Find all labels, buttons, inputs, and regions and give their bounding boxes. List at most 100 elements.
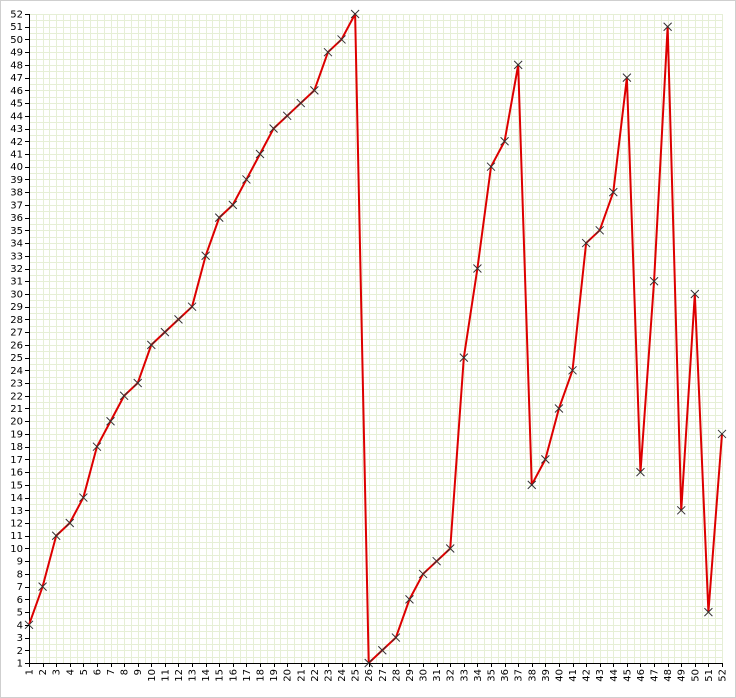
y-tick-label: 20 [10, 417, 23, 428]
y-tick-label: 41 [10, 149, 23, 160]
y-tick-label: 38 [10, 188, 23, 199]
y-tick-label: 44 [10, 111, 23, 122]
data-point-marker [608, 187, 618, 197]
marker-stroke [282, 111, 292, 121]
data-point-marker [595, 225, 605, 235]
marker-stroke [391, 633, 401, 642]
y-tick-label: 48 [10, 60, 23, 71]
x-tick-label: 1 [25, 669, 36, 675]
x-tick-label: 17 [242, 669, 253, 682]
x-tick-label: 49 [677, 669, 688, 682]
data-point-marker [146, 340, 156, 350]
data-point-marker [704, 607, 713, 617]
y-tick-label: 32 [10, 264, 23, 275]
marker-stroke [146, 340, 156, 350]
x-tick-label: 6 [92, 669, 103, 675]
data-point-marker [65, 518, 75, 528]
x-tick-label: 20 [283, 669, 294, 682]
marker-stroke [540, 455, 550, 464]
data-point-marker [337, 35, 346, 44]
x-tick-label: 24 [337, 669, 348, 682]
data-point-marker [282, 111, 292, 121]
y-axis-ticks: 1234567891011121314151617181920212223242… [10, 10, 29, 670]
marker-stroke [704, 607, 713, 617]
data-point-marker [663, 22, 673, 32]
marker-stroke [459, 353, 469, 362]
data-point-marker [622, 73, 632, 82]
y-tick-label: 5 [17, 608, 23, 619]
data-point-marker [391, 633, 401, 642]
y-tick-label: 22 [10, 391, 23, 402]
x-tick-label: 39 [541, 669, 552, 682]
y-tick-label: 2 [17, 646, 23, 657]
y-tick-label: 26 [10, 340, 23, 351]
y-tick-label: 52 [10, 10, 23, 21]
marker-stroke [214, 213, 224, 222]
x-tick-label: 45 [622, 669, 633, 682]
data-point-marker [473, 264, 482, 273]
y-tick-label: 23 [10, 379, 23, 390]
y-tick-label: 37 [10, 200, 23, 211]
marker-stroke [78, 493, 88, 502]
data-point-marker [717, 429, 727, 439]
marker-stroke [513, 60, 523, 70]
y-tick-label: 19 [10, 429, 23, 440]
marker-stroke [187, 302, 197, 312]
x-tick-label: 42 [582, 669, 593, 682]
y-tick-label: 29 [10, 302, 23, 313]
y-tick-label: 24 [10, 366, 23, 377]
marker-stroke [323, 47, 333, 57]
x-tick-label: 7 [106, 669, 117, 675]
data-point-marker [540, 455, 550, 464]
x-tick-label: 33 [459, 669, 470, 682]
x-tick-label: 26 [364, 669, 375, 682]
x-tick-label: 21 [296, 669, 307, 682]
y-tick-label: 27 [10, 328, 23, 339]
data-point-marker [228, 200, 238, 210]
y-tick-label: 7 [17, 582, 23, 593]
x-tick-label: 12 [174, 669, 185, 682]
y-tick-label: 16 [10, 468, 23, 479]
y-tick-label: 15 [10, 480, 23, 491]
data-point-marker [255, 149, 265, 159]
x-tick-label: 36 [500, 669, 511, 682]
y-tick-label: 49 [10, 48, 23, 59]
y-tick-label: 8 [17, 569, 23, 580]
data-point-marker [38, 582, 47, 592]
data-point-marker [106, 416, 115, 426]
marker-stroke [377, 645, 387, 655]
y-tick-label: 31 [10, 277, 23, 288]
data-point-marker [513, 60, 523, 70]
marker-stroke [649, 276, 659, 286]
data-point-marker [554, 404, 564, 413]
y-tick-label: 25 [10, 353, 23, 364]
y-tick-label: 17 [10, 455, 23, 466]
data-point-marker [690, 289, 700, 299]
data-point-marker [201, 251, 211, 261]
x-tick-label: 13 [188, 669, 199, 682]
x-tick-label: 16 [228, 669, 239, 682]
y-tick-label: 10 [10, 544, 23, 555]
y-tick-label: 39 [10, 175, 23, 186]
x-tick-label: 37 [514, 669, 525, 682]
y-tick-label: 45 [10, 99, 23, 110]
x-tick-label: 50 [690, 669, 701, 682]
x-tick-label: 5 [79, 669, 90, 675]
x-tick-label: 22 [310, 669, 321, 682]
y-tick-label: 21 [10, 404, 23, 415]
data-point-marker [500, 136, 509, 146]
marker-stroke [228, 200, 238, 210]
marker-stroke [554, 404, 564, 413]
marker-stroke [676, 505, 686, 515]
y-tick-label: 13 [10, 506, 23, 517]
data-point-marker [350, 9, 360, 19]
marker-stroke [622, 73, 632, 82]
marker-stroke [473, 264, 482, 273]
data-point-marker [486, 162, 496, 172]
marker-stroke [717, 429, 727, 439]
y-tick-label: 46 [10, 86, 23, 97]
data-point-marker [119, 391, 129, 401]
data-point-marker [296, 98, 306, 108]
x-tick-label: 19 [269, 669, 280, 682]
data-point-marker [418, 569, 428, 579]
